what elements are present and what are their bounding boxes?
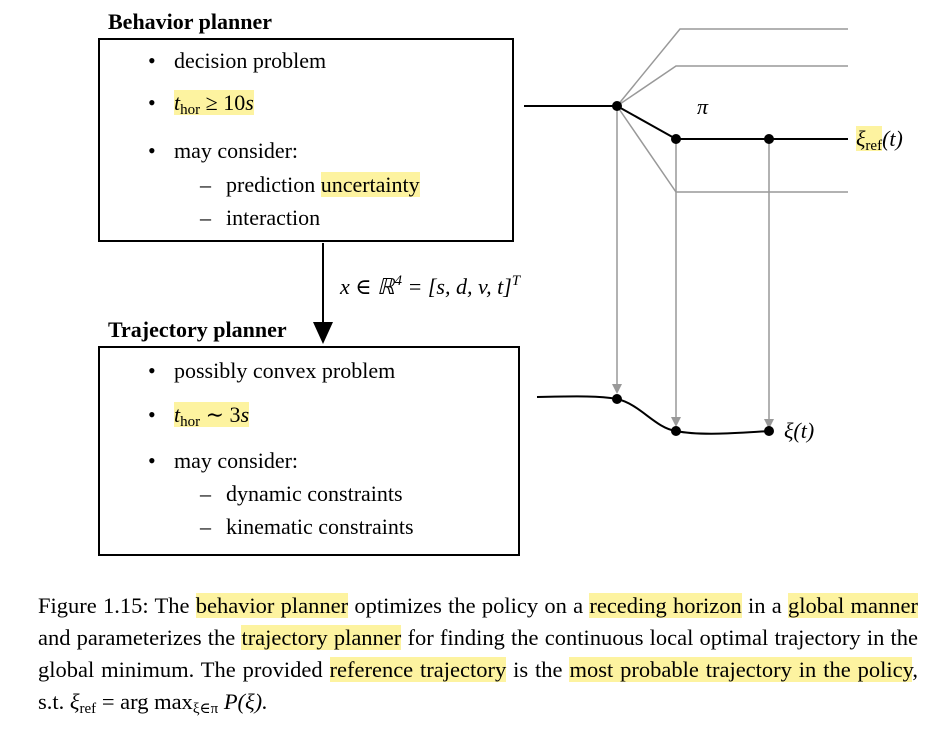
trajectory-item-convex: • possibly convex problem (148, 358, 396, 383)
traj-node-1 (612, 394, 622, 404)
branch-lower (616, 105, 848, 193)
trajectory-sub-kinematic: – kinematic constraints (200, 514, 414, 539)
horizon-highlight-2: thor ∼ 3s (174, 402, 250, 430)
trajectory-curve (536, 395, 770, 435)
figure-caption: Figure 1.15: The behavior planner optimi… (38, 593, 919, 717)
behavior-sub-interaction: – interaction (200, 205, 321, 230)
projection-1-head (612, 384, 622, 394)
behavior-sub-prediction: – prediction uncertainty (200, 172, 420, 197)
state-vector-label: x ∈ ℝ4 = [s, d, v, t]T (340, 273, 521, 299)
projection-2-head (671, 417, 681, 427)
behavior-item-consider: • may consider: (148, 138, 299, 163)
behavior-item-horizon: • thor ≥ 10s (148, 90, 254, 118)
policy-label: π (697, 94, 709, 119)
uncertainty-highlight: uncertainty (320, 172, 420, 197)
projection-3-head (764, 419, 774, 429)
behavior-planner-box (98, 38, 514, 242)
traj-node-2 (671, 426, 681, 436)
behavior-planner-title: Behavior planner (108, 9, 273, 34)
trajectory-item-horizon: • thor ∼ 3s (148, 402, 250, 430)
down-arrow-head (313, 322, 333, 344)
behavior-item-decision: • decision problem (148, 48, 327, 73)
branch-upper (616, 65, 848, 107)
branch-top (616, 28, 848, 107)
trajectory-item-consider: • may consider: (148, 448, 299, 473)
reference-trajectory-label: ξref(t) (856, 126, 903, 154)
trajectory-label: ξ(t) (784, 418, 815, 443)
horizon-highlight: thor ≥ 10s (174, 90, 254, 118)
trajectory-planner-box (98, 346, 520, 556)
traj-node-3 (764, 426, 774, 436)
ref-node-2 (671, 134, 681, 144)
ref-node-3 (764, 134, 774, 144)
trajectory-sub-dynamic: – dynamic constraints (200, 481, 403, 506)
trajectory-planner-title: Trajectory planner (108, 317, 287, 342)
ref-node-1 (612, 101, 622, 111)
reference-path (524, 105, 848, 140)
